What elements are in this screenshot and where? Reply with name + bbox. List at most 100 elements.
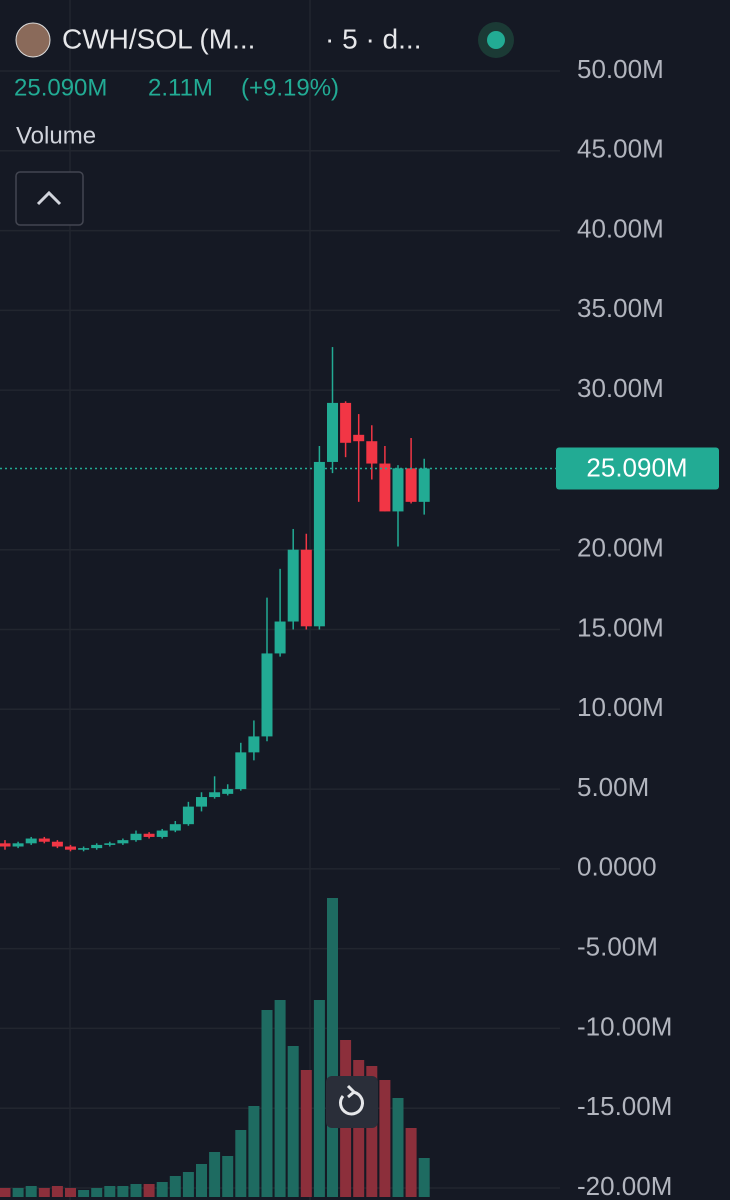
volume-bar bbox=[182, 1172, 194, 1197]
volume-bar bbox=[313, 1000, 325, 1197]
y-tick-label: -20.00M bbox=[577, 1171, 672, 1200]
y-tick-label: 20.00M bbox=[577, 533, 664, 563]
candle-body bbox=[274, 621, 286, 654]
y-tick-label: 40.00M bbox=[577, 213, 664, 243]
y-tick-label: 15.00M bbox=[577, 612, 664, 642]
candle-body bbox=[287, 549, 299, 622]
collapse-button[interactable] bbox=[15, 171, 84, 226]
y-tick-label: 5.00M bbox=[577, 772, 649, 802]
candle-body bbox=[38, 838, 50, 842]
y-tick-label: 0.0000 bbox=[577, 852, 657, 882]
change-pct: (+9.19%) bbox=[241, 74, 339, 101]
candle-body bbox=[248, 736, 260, 753]
candle-body bbox=[117, 840, 129, 844]
candle-body bbox=[300, 549, 312, 627]
price-tag-label: 25.090M bbox=[586, 452, 687, 482]
candle-body bbox=[327, 402, 338, 462]
candle-body bbox=[12, 843, 24, 847]
volume-bar bbox=[235, 1130, 247, 1197]
volume-bar bbox=[104, 1186, 116, 1197]
y-tick-label: 35.00M bbox=[577, 293, 664, 323]
volume-bar bbox=[51, 1186, 63, 1197]
volume-bar bbox=[25, 1186, 37, 1197]
candle-body bbox=[143, 833, 155, 837]
marks bbox=[0, 347, 430, 1197]
avatar bbox=[15, 22, 51, 58]
candle-body bbox=[78, 848, 90, 850]
candle-body bbox=[130, 833, 142, 841]
chevron-icon bbox=[36, 190, 62, 206]
volume-bar bbox=[209, 1152, 221, 1197]
candle-body bbox=[169, 824, 181, 831]
candle-body bbox=[235, 752, 247, 790]
volume-bar bbox=[196, 1164, 207, 1197]
last-value: 25.090M bbox=[14, 74, 107, 101]
candle-body bbox=[379, 463, 391, 512]
candle-body bbox=[196, 797, 207, 807]
volume-bar bbox=[156, 1182, 168, 1197]
candle-body bbox=[261, 653, 273, 737]
volume-bar bbox=[38, 1188, 50, 1197]
candle-body bbox=[418, 468, 430, 502]
y-tick-label: 30.00M bbox=[577, 373, 664, 403]
header: CWH/SOL (M... · 5 · d... 25.090M 2.11M (… bbox=[14, 22, 514, 226]
candle-body bbox=[25, 838, 37, 844]
volume-bar bbox=[327, 898, 338, 1197]
volume-bar bbox=[300, 1070, 312, 1197]
volume-bar bbox=[117, 1186, 129, 1197]
y-tick-label: -5.00M bbox=[577, 932, 658, 962]
candle-body bbox=[340, 402, 352, 443]
candle-body bbox=[91, 844, 103, 849]
candle-body bbox=[392, 468, 404, 512]
volume-bar bbox=[65, 1188, 76, 1197]
candle-body bbox=[405, 468, 417, 502]
y-tick-label: 50.00M bbox=[577, 54, 664, 84]
reset-bg[interactable] bbox=[326, 1076, 378, 1128]
reset-arrow bbox=[346, 1084, 357, 1099]
volume-bar bbox=[353, 1060, 365, 1197]
volume-bar bbox=[143, 1184, 155, 1197]
candle-body bbox=[65, 846, 76, 850]
candle-body bbox=[51, 841, 63, 847]
volume-bar bbox=[222, 1156, 234, 1197]
y-tick-label: -15.00M bbox=[577, 1091, 672, 1121]
reset-button[interactable] bbox=[326, 1076, 378, 1128]
candle-body bbox=[222, 789, 234, 794]
volume-bar bbox=[91, 1188, 103, 1197]
candle-body bbox=[0, 843, 11, 847]
volume-bar bbox=[261, 1010, 273, 1197]
y-tick-label: 45.00M bbox=[577, 134, 664, 164]
change: 2.11M bbox=[148, 74, 213, 101]
volume-bar bbox=[248, 1106, 260, 1197]
volume-bar bbox=[405, 1128, 417, 1197]
candle-body bbox=[182, 806, 194, 825]
volume-bar bbox=[418, 1158, 430, 1197]
symbol[interactable]: CWH/SOL (M... bbox=[62, 23, 255, 54]
candle-body bbox=[353, 434, 365, 442]
volume-bar bbox=[130, 1184, 142, 1197]
interval: · 5 · d... bbox=[325, 23, 421, 54]
volume-bar bbox=[0, 1188, 11, 1197]
volume-bar bbox=[379, 1080, 391, 1197]
volume-bar bbox=[366, 1066, 378, 1197]
candle-body bbox=[156, 830, 168, 837]
volume-bar bbox=[392, 1098, 404, 1197]
indicator: Volume bbox=[16, 122, 96, 149]
volume-bar bbox=[12, 1188, 24, 1197]
status-dot bbox=[487, 31, 505, 49]
reset-icon bbox=[339, 1090, 364, 1116]
candle-body bbox=[313, 461, 325, 627]
volume-bar bbox=[274, 1000, 286, 1197]
candle-body bbox=[366, 441, 378, 464]
candle-body bbox=[104, 843, 116, 845]
volume-bar bbox=[169, 1176, 181, 1197]
y-tick-label: 10.00M bbox=[577, 692, 664, 722]
y-tick-label: -10.00M bbox=[577, 1011, 672, 1041]
candle-body bbox=[209, 792, 221, 798]
volume-bar bbox=[78, 1190, 90, 1197]
volume-bar bbox=[287, 1046, 299, 1197]
price-tag bbox=[556, 447, 719, 490]
